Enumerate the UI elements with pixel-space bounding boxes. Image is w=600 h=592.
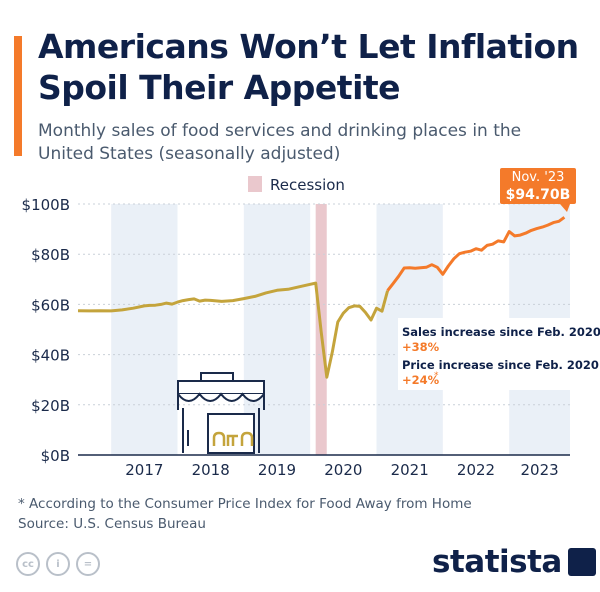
restaurant-storefront-icon [177, 372, 265, 454]
no-derivatives-icon[interactable]: = [76, 552, 100, 576]
x-axis-labels: 2017 2018 2019 2020 2021 2022 2023 [125, 461, 558, 479]
info-box: Sales increase since Feb. 2020: +38% Pri… [398, 318, 600, 390]
line-chart: $0B $20B $40B $60B $80B $100B 2017 2018 2019 202… [22, 168, 600, 479]
y-tick-label: $0B [41, 447, 70, 465]
year-band [111, 204, 178, 455]
y-tick-label: $40B [31, 347, 70, 365]
recession-legend-label: Recession [270, 176, 345, 194]
accent-bar [14, 36, 22, 156]
x-tick-label: 2018 [192, 461, 230, 479]
callout-date: Nov. '23 [512, 170, 565, 185]
x-tick-label: 2019 [258, 461, 296, 479]
recession-legend-swatch [248, 176, 262, 192]
price-increase-label: Price increase since Feb. 2020: [402, 358, 600, 372]
y-tick-label: $60B [31, 296, 70, 314]
sales-series [77, 216, 566, 379]
source-note: Source: U.S. Census Bureau [18, 516, 206, 532]
x-tick-label: 2020 [324, 461, 362, 479]
price-increase-asterisk: * [434, 371, 439, 381]
y-tick-label: $20B [31, 397, 70, 415]
info-box-background [398, 318, 592, 390]
x-tick-label: 2021 [391, 461, 429, 479]
recession-legend: Recession [248, 176, 345, 194]
creative-commons-icon[interactable]: cc [16, 552, 40, 576]
y-tick-label: $100B [22, 196, 70, 214]
x-tick-label: 2023 [520, 461, 558, 479]
brand-name: statista [432, 544, 562, 580]
y-tick-label: $80B [31, 246, 70, 264]
value-callout: Nov. '23 $94.70B [500, 168, 576, 212]
callout-value: $94.70B [506, 187, 571, 203]
sales-line-pre-2021 [77, 281, 390, 379]
footnote: * According to the Consumer Price Index … [18, 496, 472, 512]
license-icons: cc i = [16, 552, 100, 576]
chart-subtitle: Monthly sales of food services and drink… [38, 121, 522, 164]
sales-increase-label: Sales increase since Feb. 2020: [402, 325, 600, 339]
sales-line-post-2021 [386, 216, 566, 292]
callout-pointer [560, 204, 570, 212]
sales-increase-value: +38% [402, 340, 440, 354]
callout-box [500, 168, 576, 204]
statista-logo[interactable]: statista [432, 544, 596, 580]
statista-mark-icon [567, 548, 596, 576]
price-increase-value: +24% [402, 373, 440, 387]
y-axis-labels: $0B $20B $40B $60B $80B $100B [22, 196, 70, 465]
chart-title: Americans Won’t Let Inflation Spoil Thei… [38, 27, 579, 107]
attribution-icon[interactable]: i [46, 552, 70, 576]
x-tick-label: 2017 [125, 461, 163, 479]
x-tick-label: 2022 [457, 461, 495, 479]
